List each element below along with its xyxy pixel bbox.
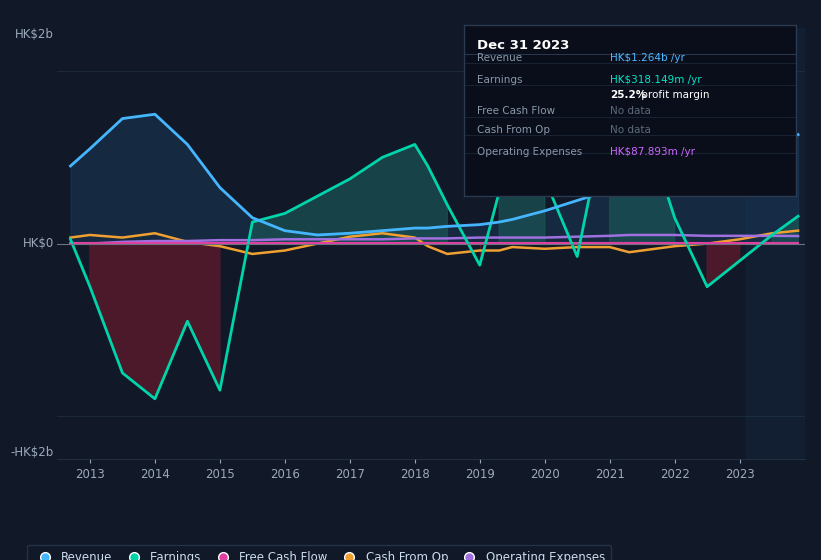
- Text: Revenue: Revenue: [477, 53, 522, 63]
- Text: HK$0: HK$0: [22, 237, 53, 250]
- Bar: [746, 28, 805, 459]
- Text: HK$2b: HK$2b: [15, 28, 53, 41]
- Text: Operating Expenses: Operating Expenses: [477, 147, 582, 157]
- Text: No data: No data: [610, 106, 651, 116]
- Text: Free Cash Flow: Free Cash Flow: [477, 106, 555, 116]
- Text: profit margin: profit margin: [639, 90, 710, 100]
- Text: Dec 31 2023: Dec 31 2023: [477, 39, 570, 52]
- Text: -HK$2b: -HK$2b: [11, 446, 53, 459]
- Text: No data: No data: [610, 124, 651, 134]
- Text: 25.2%: 25.2%: [610, 90, 646, 100]
- Text: HK$318.149m /yr: HK$318.149m /yr: [610, 75, 702, 85]
- Text: Earnings: Earnings: [477, 75, 523, 85]
- Text: Cash From Op: Cash From Op: [477, 124, 550, 134]
- Legend: Revenue, Earnings, Free Cash Flow, Cash From Op, Operating Expenses: Revenue, Earnings, Free Cash Flow, Cash …: [27, 545, 611, 560]
- Text: HK$1.264b /yr: HK$1.264b /yr: [610, 53, 685, 63]
- Text: HK$87.893m /yr: HK$87.893m /yr: [610, 147, 695, 157]
